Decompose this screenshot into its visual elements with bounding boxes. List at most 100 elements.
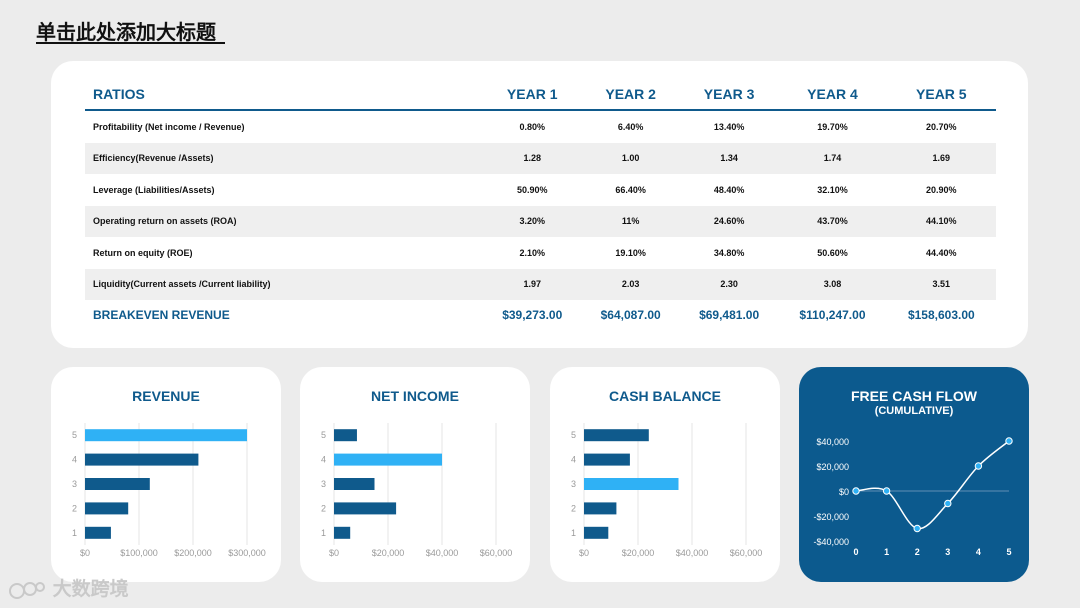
table-row: Return on equity (ROE) 2.10% 19.10% 34.8… (85, 237, 996, 269)
cell: 3.20% (483, 205, 582, 237)
data-point (1005, 437, 1013, 445)
cash-balance-chart: $0 $20,000 $40,000 $60,000 1 2 3 4 5 (571, 423, 763, 558)
chart-title: CASH BALANCE (609, 388, 721, 404)
cell: 3.51 (886, 268, 996, 300)
y-tick-label: 1 (321, 528, 326, 538)
header-year-3: YEAR 3 (679, 79, 779, 111)
breakeven-row: BREAKEVEN REVENUE $39,273.00 $64,087.00 … (85, 300, 996, 330)
cell: 1.97 (483, 268, 582, 300)
cell: 2.30 (679, 268, 779, 300)
cell: 6.40% (617, 121, 644, 132)
data-point (944, 499, 952, 508)
cell: 20.90% (926, 184, 957, 195)
y-tick-label: 3 (321, 479, 326, 489)
x-tick-label: $40,000 (676, 548, 709, 558)
y-tick-label: 5 (321, 430, 326, 440)
table-row: Liquidity(Current assets /Current liabil… (85, 268, 996, 300)
cell: 11% (581, 205, 680, 237)
bar (85, 526, 111, 539)
y-tick-label: 2 (321, 503, 326, 513)
breakeven-value: $110,247.00 (799, 308, 866, 322)
y-tick-label: -$20,000 (813, 512, 849, 522)
breakeven-value: $64,087.00 (600, 308, 661, 322)
cell: 1.00 (581, 142, 680, 174)
y-tick-label: 1 (72, 528, 77, 538)
cash-balance-chart-card: CASH BALANCE $0 $20,000 $40,000 $60,000 1 2 3 4… (550, 367, 780, 582)
revenue-chart: $0 $100,000 $200,000 $300,000 1 2 3 4 5 (72, 423, 266, 558)
cell: 66.40% (615, 184, 646, 195)
chart-subtitle: (CUMULATIVE) (874, 405, 954, 417)
y-tick-label: -$40,000 (813, 537, 849, 547)
series-line (855, 440, 1010, 530)
table-row: Leverage (Liabilities/Assets) 50.90% 66.… (85, 174, 996, 206)
row-label: Profitability (Net income / Revenue) (93, 121, 245, 132)
bar (334, 502, 397, 515)
title-underline (36, 42, 225, 44)
x-tick-label: $60,000 (480, 548, 513, 558)
y-tick-label: 4 (321, 455, 326, 465)
breakeven-value: $39,273.00 (502, 308, 563, 322)
x-tick-label: $200,000 (174, 548, 212, 558)
free-cash-flow-chart-card: FREE CASH FLOW (CUMULATIVE) $40,000 $20,0… (799, 367, 1029, 582)
table-row: Efficiency(Revenue /Assets) 1.28 1.00 1.… (85, 142, 996, 174)
x-tick-label: $20,000 (622, 548, 655, 558)
x-tick-label: $0 (579, 548, 589, 558)
cell: 19.70% (817, 121, 848, 132)
breakeven-label: BREAKEVEN REVENUE (93, 308, 230, 322)
y-tick-label: 4 (571, 455, 576, 465)
cell: 13.40% (713, 121, 745, 132)
bar (85, 478, 150, 490)
bar (334, 478, 375, 490)
watermark-text: 大数跨境 (52, 578, 129, 600)
cell: 43.70% (778, 205, 887, 237)
cell: 24.60% (679, 205, 779, 237)
cell: 44.10% (886, 205, 996, 237)
y-tick-label: $0 (839, 487, 849, 497)
row-label: Return on equity (ROE) (93, 247, 193, 258)
y-tick-label: 1 (571, 528, 576, 538)
x-tick-label: $300,000 (228, 548, 266, 558)
x-tick-label: 1 (884, 547, 889, 557)
cell: 50.60% (817, 247, 848, 258)
cell: 34.80% (713, 247, 745, 258)
cell: 50.90% (516, 184, 548, 195)
cell: 48.40% (713, 184, 745, 195)
table-row: Operating return on assets (ROA) 3.20% 1… (85, 205, 996, 237)
net-income-chart: $0 $20,000 $40,000 $60,000 1 2 3 4 5 (321, 423, 513, 558)
page-title: 单击此处添加大标题 (36, 20, 216, 44)
breakeven-value: $69,481.00 (699, 308, 760, 322)
cell: 32.10% (817, 184, 848, 195)
chart-title: REVENUE (132, 388, 200, 404)
chart-title: NET INCOME (371, 388, 459, 404)
y-tick-label: 3 (72, 479, 77, 489)
y-tick-label: 3 (571, 479, 576, 489)
x-tick-label: $0 (329, 548, 339, 558)
row-label: Efficiency(Revenue /Assets) (85, 142, 483, 174)
x-tick-label: 4 (976, 547, 981, 557)
cell: 20.70% (926, 121, 957, 132)
row-label: Leverage (Liabilities/Assets) (93, 184, 215, 195)
watermark: 大数跨境 (8, 574, 129, 601)
header-year-5: YEAR 5 (886, 79, 996, 111)
bar (334, 429, 357, 442)
y-tick-label: 4 (72, 455, 77, 465)
watermark-logo-icon (9, 581, 45, 599)
breakeven-value: $158,603.00 (907, 308, 975, 322)
header-year-4: YEAR 4 (778, 79, 887, 111)
chart-title: FREE CASH FLOW (851, 388, 977, 404)
x-tick-label: 0 (853, 547, 858, 557)
bar (334, 453, 442, 466)
cell: 44.40% (926, 247, 957, 258)
header-year-2: YEAR 2 (581, 79, 680, 111)
bar (584, 429, 649, 442)
bar (584, 478, 679, 490)
y-tick-label: $40,000 (816, 437, 849, 447)
x-tick-label: $60,000 (730, 548, 763, 558)
bar (584, 502, 617, 515)
cell: 1.74 (778, 142, 887, 174)
bar (584, 526, 609, 539)
cell: 1.34 (679, 142, 779, 174)
cell: 2.10% (519, 247, 545, 258)
x-tick-label: 3 (945, 547, 950, 557)
row-label: Operating return on assets (ROA) (85, 205, 483, 237)
